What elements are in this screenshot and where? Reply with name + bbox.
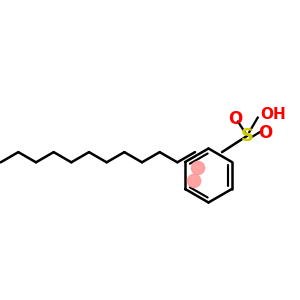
- Circle shape: [188, 174, 201, 188]
- Circle shape: [191, 161, 205, 175]
- Text: S: S: [241, 127, 254, 145]
- Text: O: O: [258, 124, 273, 142]
- Text: OH: OH: [260, 106, 286, 122]
- Text: O: O: [228, 110, 243, 128]
